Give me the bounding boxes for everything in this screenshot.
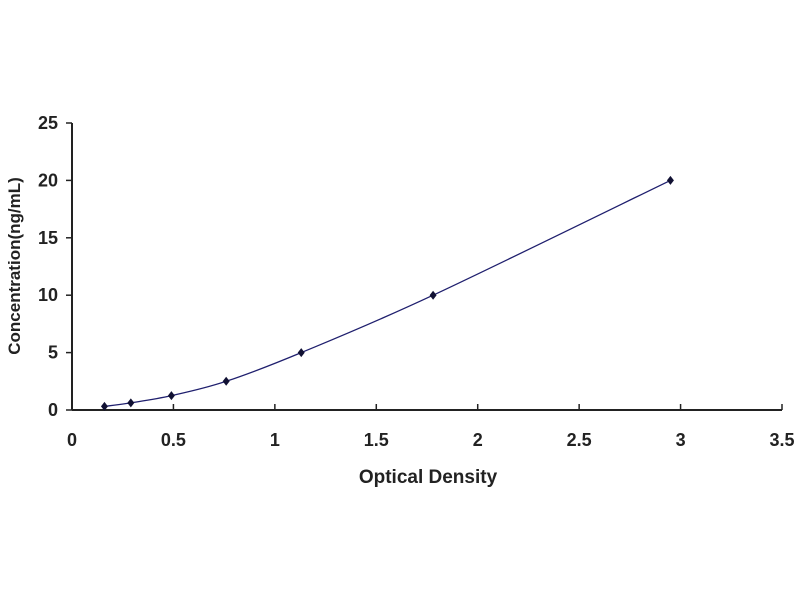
y-tick-label: 20 — [38, 170, 58, 190]
data-point — [429, 290, 437, 300]
x-tick-label: 1 — [270, 430, 280, 450]
data-point — [127, 398, 135, 408]
x-axis-label: Optical Density — [359, 467, 498, 488]
y-tick-label: 0 — [48, 400, 58, 420]
data-point — [222, 376, 230, 386]
x-tick-label: 2.5 — [567, 430, 592, 450]
data-point — [297, 348, 305, 358]
y-tick-label: 10 — [38, 285, 58, 305]
data-point — [666, 175, 674, 185]
y-tick-label: 5 — [48, 343, 58, 363]
x-tick-label: 0.5 — [161, 430, 186, 450]
x-tick-label: 3 — [676, 430, 686, 450]
fit-curve — [104, 179, 671, 408]
series — [100, 175, 674, 411]
y-tick-label: 15 — [38, 228, 58, 248]
x-tick-label: 2 — [473, 430, 483, 450]
data-point — [167, 391, 175, 401]
x-tick-label: 1.5 — [364, 430, 389, 450]
y-tick-label: 25 — [38, 113, 58, 133]
y-axis-label: Concentration(ng/mL) — [5, 177, 24, 355]
x-tick-label: 0 — [67, 430, 77, 450]
x-tick-label: 3.5 — [769, 430, 794, 450]
axes: 0 0.5 1 1.5 2 2.5 3 3.5 0 5 10 15 20 25 — [38, 113, 795, 450]
data-point — [100, 401, 108, 411]
